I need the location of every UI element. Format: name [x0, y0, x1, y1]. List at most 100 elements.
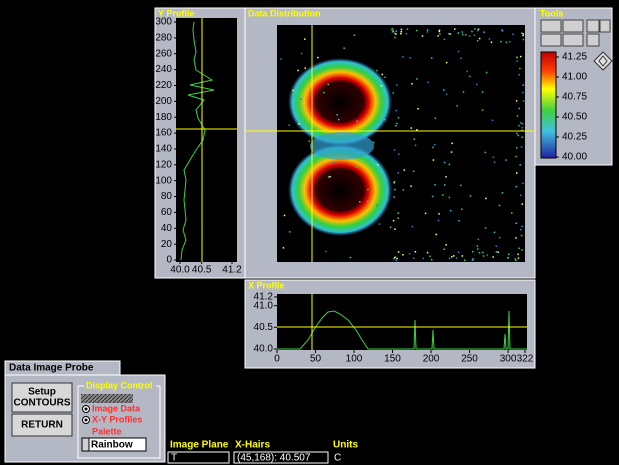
- speckle: [442, 194, 444, 196]
- y-tick-label: 280: [155, 33, 172, 44]
- speckle: [472, 250, 474, 253]
- option-label[interactable]: X-Y Profiles: [92, 414, 142, 424]
- speckle: [395, 30, 397, 32]
- speckle: [416, 129, 418, 131]
- x-tick-label: 300: [500, 354, 517, 365]
- tool-button[interactable]: [586, 19, 600, 33]
- speckle: [469, 195, 472, 197]
- speckle: [410, 127, 412, 129]
- speckle: [448, 163, 451, 166]
- option-label[interactable]: Image Data: [92, 403, 141, 413]
- speckle: [412, 170, 415, 172]
- speckle: [516, 132, 518, 135]
- speckle: [517, 253, 519, 256]
- y-tick-label: 180: [155, 112, 172, 123]
- speckle: [393, 180, 396, 183]
- speckle: [461, 208, 463, 210]
- blob: [310, 132, 374, 160]
- speckle: [298, 123, 300, 125]
- speckle: [521, 225, 523, 227]
- speckle: [488, 38, 491, 40]
- speckle: [378, 223, 381, 225]
- speckle: [427, 81, 429, 84]
- tool-button[interactable]: [586, 33, 600, 47]
- x-tick-label: 41.2: [222, 265, 242, 276]
- tool-button[interactable]: [562, 19, 584, 33]
- y-tick-label: 260: [155, 48, 172, 59]
- speckle: [280, 58, 282, 60]
- speckle: [393, 181, 395, 184]
- color-scale: [540, 51, 557, 159]
- speckle: [476, 245, 479, 247]
- speckle: [329, 175, 331, 178]
- panel-title: Tools: [540, 8, 563, 18]
- y-tick-label: 40.0: [254, 344, 274, 355]
- speckle: [394, 32, 396, 34]
- speckle: [409, 57, 411, 59]
- y-tick-label: 40.5: [254, 322, 274, 333]
- speckle: [413, 138, 415, 140]
- blob: [288, 58, 392, 146]
- speckle: [392, 219, 395, 222]
- speckle: [392, 30, 394, 32]
- scale-label: 40.25: [562, 132, 587, 143]
- speckle: [472, 258, 474, 260]
- setup-contours-button[interactable]: [11, 382, 73, 413]
- tool-button[interactable]: [540, 19, 562, 33]
- speckle: [288, 124, 290, 126]
- y-tick-label: 60: [161, 207, 173, 218]
- speckle: [448, 257, 451, 259]
- speckle: [337, 118, 340, 121]
- return-button[interactable]: [11, 413, 73, 437]
- speckle: [445, 61, 448, 64]
- speckle: [478, 37, 481, 40]
- speckle: [521, 123, 524, 125]
- dropdown-arrow[interactable]: [81, 437, 90, 452]
- speckle: [393, 258, 395, 260]
- speckle: [408, 253, 411, 255]
- tool-button[interactable]: [599, 19, 611, 33]
- speckle: [505, 41, 508, 44]
- speckle: [512, 33, 514, 35]
- pan-control[interactable]: [593, 51, 613, 71]
- speckle: [439, 33, 441, 35]
- speckle: [517, 134, 519, 137]
- speckle: [521, 129, 523, 132]
- speckle: [486, 71, 488, 74]
- speckle: [403, 169, 405, 171]
- blob: [288, 144, 392, 236]
- x-tick-label: 0: [274, 354, 280, 365]
- speckle: [518, 107, 520, 110]
- speckle: [422, 257, 425, 260]
- y-tick-label: 41.2: [254, 292, 274, 303]
- speckle: [300, 98, 302, 100]
- y-tick-label: 120: [155, 159, 172, 170]
- speckle: [519, 67, 521, 70]
- y-tick-label: 300: [155, 17, 172, 28]
- speckle: [482, 255, 485, 257]
- tool-button[interactable]: [540, 33, 562, 47]
- speckle: [462, 33, 464, 36]
- field-value: C: [334, 453, 341, 464]
- speckle: [372, 141, 375, 144]
- speckle: [498, 236, 501, 239]
- field-label: Units: [333, 440, 358, 451]
- speckle: [516, 115, 519, 117]
- speckle: [460, 57, 462, 59]
- speckle: [327, 176, 330, 178]
- speckle: [292, 93, 295, 96]
- speckle: [507, 256, 509, 259]
- speckle: [300, 52, 303, 55]
- speckle: [288, 231, 291, 233]
- group-title: Display Control: [86, 380, 153, 390]
- tool-button[interactable]: [562, 33, 584, 47]
- speckle: [471, 30, 473, 33]
- speckle: [396, 257, 398, 260]
- y-profile-curve: [180, 21, 215, 261]
- speckle: [395, 259, 397, 262]
- contours-option[interactable]: [81, 394, 133, 403]
- panel-title: Y Profile: [158, 8, 194, 18]
- speckle: [520, 146, 523, 148]
- speckle: [304, 67, 306, 69]
- speckle: [497, 251, 499, 253]
